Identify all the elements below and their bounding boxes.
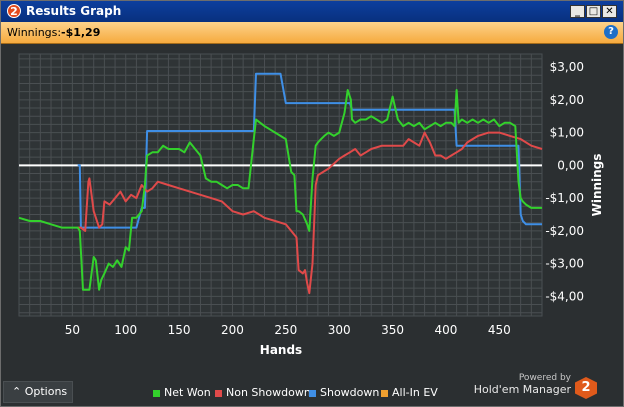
results-chart: 50 100 150 200 250 300 350 400 450 $3,00 $2,00 $1,… [18,53,604,357]
x-tick-label: 400 [434,323,457,337]
x-tick-label: 250 [274,323,297,337]
x-axis-label: Hands [260,343,302,357]
series-line-non-showdown [77,131,543,295]
legend-all-in-ev[interactable]: All-In EV [381,386,438,399]
help-icon[interactable]: ? [604,25,618,39]
y-tick-label: -$3,00 [545,257,584,271]
winnings-bar: Winnings: -$1,29 ? [1,22,623,44]
x-tick-label: 450 [488,323,511,337]
x-tick-label: 300 [328,323,351,337]
legend-showdown-label: Showdown [320,386,380,399]
series-line-showdown [77,72,542,229]
y-tick-label: $3,00 [550,60,584,74]
legend-non-showdown-label: Non Showdown [226,386,311,399]
hem-brand-text: Hold'em Manager [473,383,571,396]
winnings-value: -$1,29 [61,26,101,39]
hem-logo-icon: 2 [575,377,597,399]
chevron-up-icon: ⌃ [12,385,22,398]
non-showdown-swatch [215,389,222,397]
powered-by-text: Powered by [518,373,571,383]
minimize-button[interactable]: _ [570,5,585,18]
y-tick-label: -$4,00 [545,289,584,303]
legend-net-won-label: Net Won [164,386,211,399]
options-button[interactable]: ⌃ Options [3,381,73,403]
y-tick-label: $2,00 [550,93,584,107]
y-tick-labels: $3,00 $2,00 $1,00 0,00 -$1,00 -$2,00 -$3,00 -$4… [545,60,584,303]
x-tick-label: 50 [65,323,80,337]
x-tick-label: 150 [168,323,191,337]
title-bar[interactable]: 2 Results Graph _ □ ✕ [1,1,623,22]
legend-showdown[interactable]: Showdown [309,386,379,399]
legend-non-showdown[interactable]: Non Showdown [215,386,311,399]
y-tick-label: $1,00 [550,126,584,140]
footer-bar: ⌃ Options Net Won Non Showdown Showdown … [1,373,623,406]
net-won-swatch [153,389,160,397]
y-tick-label: 0,00 [557,158,584,172]
plot-area [18,53,543,317]
x-tick-label: 100 [114,323,137,337]
series-line-net-won [18,89,542,291]
showdown-swatch [309,389,316,397]
maximize-button[interactable]: □ [586,5,601,18]
x-tick-label: 200 [221,323,244,337]
series-lines [18,72,543,295]
legend-all-in-ev-label: All-In EV [392,386,438,399]
close-button[interactable]: ✕ [602,5,617,18]
winnings-label: Winnings: [7,26,62,39]
x-tick-labels: 50 100 150 200 250 300 350 400 450 [65,323,511,337]
legend-net-won[interactable]: Net Won [153,386,211,399]
y-tick-label: -$2,00 [545,224,584,238]
options-label: Options [24,385,68,398]
x-tick-label: 350 [381,323,404,337]
app-icon: 2 [7,4,21,18]
y-axis-label: Winnings [590,154,604,217]
y-tick-label: -$1,00 [545,191,584,205]
window-title: Results Graph [26,4,122,18]
all-in-ev-swatch [381,389,388,397]
